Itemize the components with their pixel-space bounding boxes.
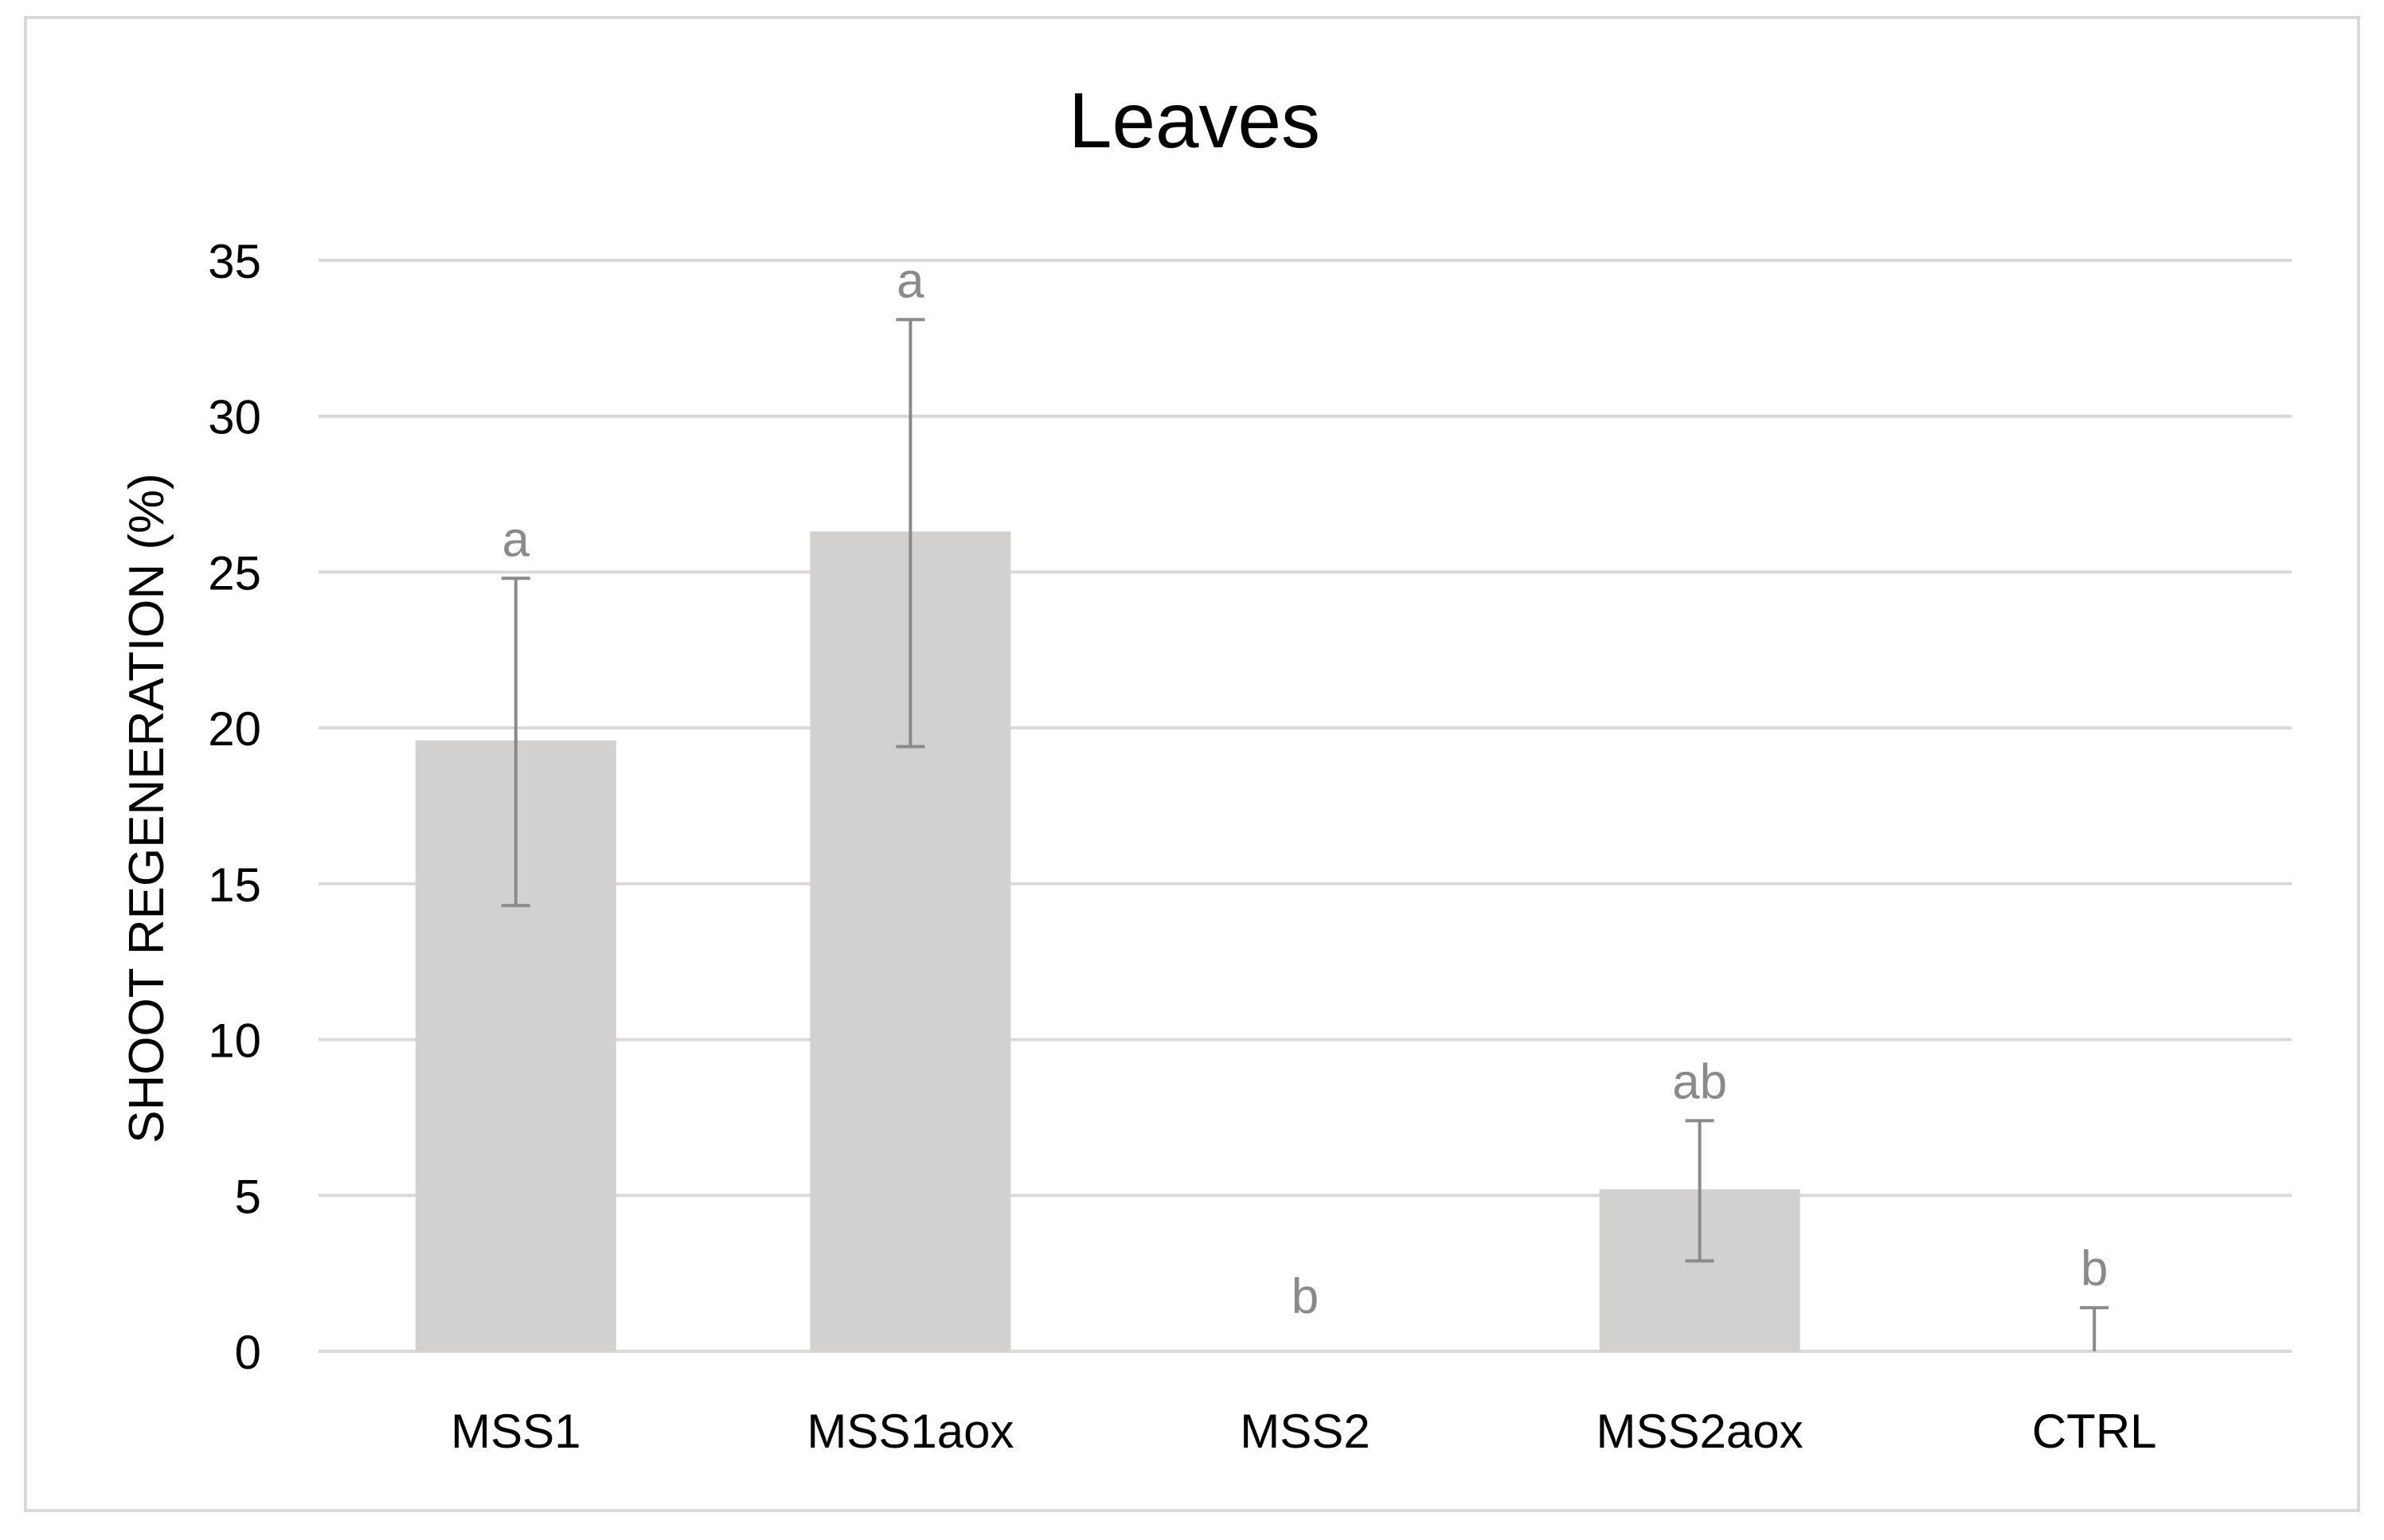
chart-frame — [24, 16, 2360, 1512]
y-axis-ticks: 0 5 10 15 20 25 30 35 — [208, 235, 261, 1379]
x-tick-label: MSS2 — [1240, 1405, 1370, 1458]
x-tick-label: CTRL — [2032, 1405, 2157, 1458]
y-tick-label: 25 — [208, 546, 261, 600]
gridlines — [319, 259, 2292, 1353]
y-tick-label: 10 — [208, 1014, 261, 1068]
significance-letter: ab — [1672, 1054, 1727, 1109]
significance-letter: a — [897, 253, 924, 308]
y-tick-label: 35 — [208, 235, 261, 288]
y-tick-label: 5 — [235, 1170, 261, 1223]
y-tick-label: 15 — [208, 858, 261, 912]
bars — [415, 531, 1800, 1351]
y-tick-label: 20 — [208, 702, 261, 756]
error-bars — [501, 318, 2109, 1351]
y-tick-label: 30 — [208, 391, 261, 444]
y-axis-label: SHOOT REGENERATION (%) — [119, 473, 174, 1143]
x-tick-label: MSS1 — [451, 1405, 580, 1458]
chart-title: Leaves — [1069, 76, 1320, 164]
x-axis-ticks: MSS1 MSS1aox MSS2 MSS2aox CTRL — [451, 1405, 2156, 1458]
y-tick-label: 0 — [235, 1326, 261, 1379]
significance-letter: b — [2081, 1241, 2108, 1296]
significance-letter: a — [502, 512, 530, 567]
x-tick-label: MSS2aox — [1596, 1405, 1804, 1458]
x-tick-label: MSS1aox — [807, 1405, 1014, 1458]
significance-letter: b — [1292, 1269, 1319, 1324]
